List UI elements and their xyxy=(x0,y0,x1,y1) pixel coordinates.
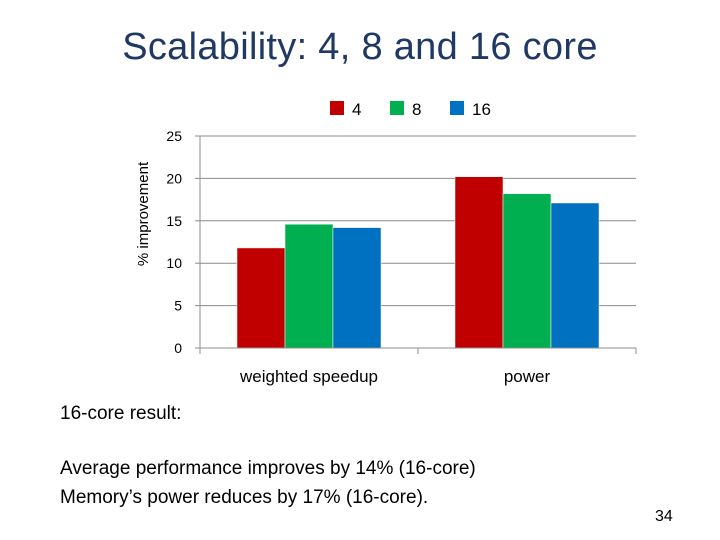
y-tick-label: 25 xyxy=(166,128,182,144)
y-tick-label: 5 xyxy=(174,298,182,314)
legend-swatch-4 xyxy=(330,101,344,115)
bars xyxy=(236,176,600,349)
axes: 0 5 10 15 20 25 weighted speedup power xyxy=(166,128,637,386)
bar-4-speedup xyxy=(236,247,286,349)
x-tick-label: weighted speedup xyxy=(239,367,378,386)
y-tick-label: 20 xyxy=(166,170,182,186)
result-heading: 16-core result: xyxy=(60,403,182,424)
bullet-power: Memory’s power reduces by 17% (16-core). xyxy=(60,487,429,508)
legend-label-16: 16 xyxy=(472,100,491,119)
bar-8-speedup xyxy=(284,223,334,349)
legend-swatch-16 xyxy=(450,101,464,115)
y-tick-label: 0 xyxy=(174,340,182,356)
slide-title: Scalability: 4, 8 and 16 core xyxy=(122,26,598,68)
legend: 4 8 16 xyxy=(330,100,491,119)
legend-label-4: 4 xyxy=(352,100,361,119)
page-number: 34 xyxy=(655,508,673,525)
bar-16-power xyxy=(550,202,600,349)
y-tick-label: 15 xyxy=(166,213,182,229)
bullet-performance: Average performance improves by 14% (16-… xyxy=(60,458,476,479)
legend-swatch-8 xyxy=(390,101,404,115)
y-axis-label: % improvement xyxy=(135,161,152,266)
bar-4-power xyxy=(454,176,504,349)
bar-chart: 0 5 10 15 20 25 weighted speedup power 4 8 16 % i… xyxy=(135,100,637,386)
x-tick-label: power xyxy=(504,367,551,386)
bar-16-speedup xyxy=(332,227,382,349)
y-tick-label: 10 xyxy=(166,255,182,271)
bar-8-power xyxy=(502,193,552,349)
legend-label-8: 8 xyxy=(412,100,421,119)
